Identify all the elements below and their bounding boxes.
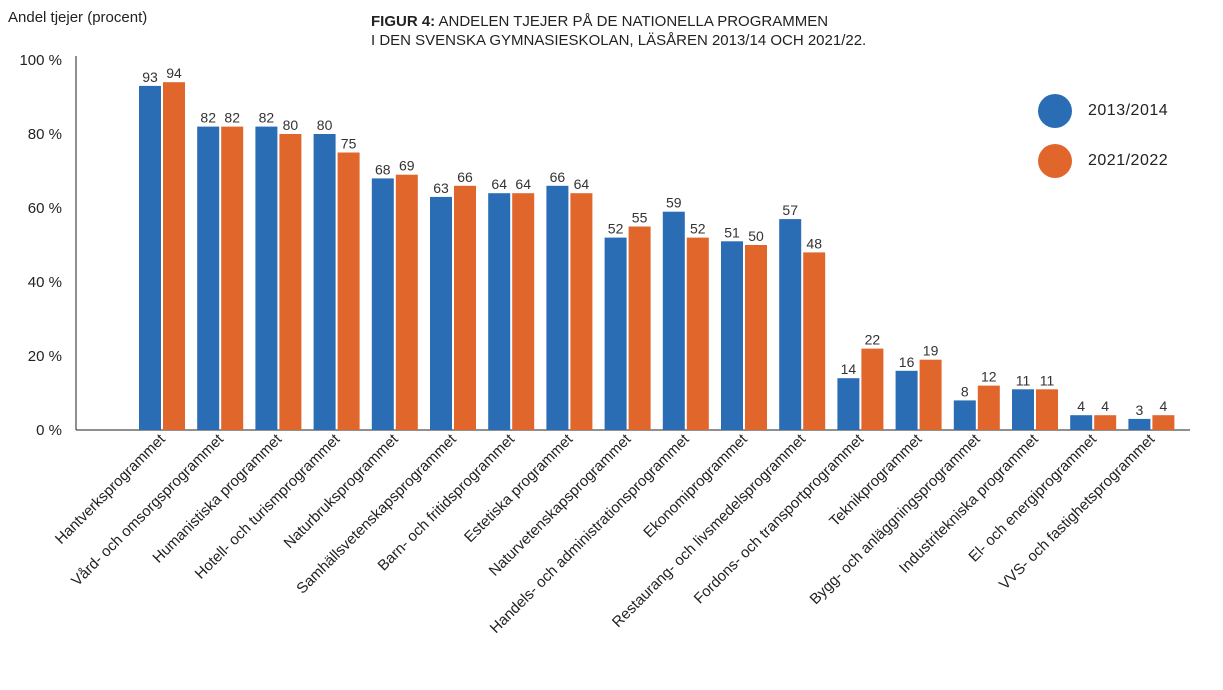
data-label: 48 (806, 235, 822, 251)
data-label: 82 (200, 110, 216, 126)
data-label: 66 (457, 169, 473, 185)
bar (163, 82, 185, 430)
data-label: 12 (981, 369, 997, 385)
bar (604, 237, 627, 430)
data-label: 50 (748, 228, 764, 244)
x-tick-label: Handels- och administrationsprogrammet (487, 430, 694, 637)
bar (1094, 415, 1117, 430)
legend-swatch-2013 (1038, 94, 1072, 128)
data-label: 75 (341, 136, 357, 152)
bar (337, 152, 360, 430)
y-tick-label: 40 % (28, 274, 62, 291)
bar (221, 126, 244, 430)
x-tick-label: Estetiska programmet (461, 430, 577, 546)
x-tick-label: Ekonomiprogrammet (640, 430, 751, 541)
bar (570, 193, 593, 430)
bar (197, 126, 220, 430)
bar (255, 126, 278, 430)
data-label: 4 (1077, 398, 1085, 414)
y-tick-label: 80 % (28, 126, 62, 143)
data-label: 11 (1040, 372, 1055, 388)
legend-item-2013: 2013/2014 (1038, 94, 1168, 128)
bar (662, 211, 685, 430)
data-label: 52 (608, 221, 624, 237)
x-tick-label: Hantverksprogrammet (52, 430, 170, 548)
bar (371, 178, 394, 430)
bar (1012, 389, 1034, 430)
chart-title-prefix: FIGUR 4: (371, 13, 436, 30)
data-label: 68 (375, 161, 391, 177)
bar (430, 196, 452, 430)
data-label: 4 (1101, 398, 1109, 414)
bar (686, 237, 709, 430)
bar (546, 185, 569, 430)
y-tick-label: 60 % (28, 200, 62, 217)
bar (861, 348, 884, 430)
data-label: 14 (841, 361, 857, 377)
data-label: 19 (923, 343, 939, 359)
bar (139, 85, 161, 431)
bar (919, 359, 942, 430)
data-label: 66 (550, 169, 566, 185)
data-label: 82 (259, 110, 275, 126)
chart-title-line2: I DEN SVENSKA GYMNASIESKOLAN, LÄSÅREN 20… (371, 32, 867, 49)
bar (779, 219, 802, 430)
data-label: 80 (317, 117, 333, 133)
legend-item-2021: 2021/2022 (1038, 144, 1168, 178)
data-label: 59 (666, 195, 682, 211)
y-tick-label: 0 % (36, 422, 62, 439)
data-label: 69 (399, 158, 415, 174)
bar (721, 241, 743, 430)
data-label: 11 (1016, 372, 1031, 388)
data-label: 4 (1160, 398, 1168, 414)
bar (745, 245, 767, 430)
bar (454, 185, 476, 430)
x-tick-label: Naturbruksprogrammet (281, 430, 403, 552)
data-label: 64 (491, 176, 507, 192)
bar (803, 252, 826, 430)
y-tick-label: 100 % (19, 52, 62, 69)
data-label: 57 (782, 202, 798, 218)
bar (488, 193, 511, 430)
data-label: 3 (1136, 402, 1144, 418)
data-label: 51 (724, 224, 740, 240)
data-label: 63 (433, 180, 449, 196)
y-tick-label: 20 % (28, 348, 62, 365)
bar (977, 385, 1000, 430)
bar (313, 134, 336, 430)
data-label: 82 (224, 110, 240, 126)
bar (837, 378, 860, 430)
data-label: 64 (515, 176, 531, 192)
data-label: 55 (632, 210, 648, 226)
bar (512, 193, 535, 430)
legend-label-2013: 2013/2014 (1088, 102, 1169, 119)
legend-swatch-2021 (1038, 144, 1072, 178)
bar (628, 226, 651, 430)
data-label: 94 (166, 65, 182, 81)
legend-label-2021: 2021/2022 (1088, 152, 1169, 169)
bar (1128, 418, 1151, 430)
bar (1036, 389, 1058, 430)
bar (1070, 415, 1093, 430)
chart-title-line1: ANDELEN TJEJER PÅ DE NATIONELLA PROGRAMM… (438, 13, 829, 30)
data-label: 93 (142, 69, 158, 85)
data-label: 16 (899, 354, 915, 370)
legend: 2013/2014 2021/2022 (1038, 94, 1168, 194)
data-label: 80 (283, 117, 299, 133)
bar (895, 370, 918, 430)
bar (395, 174, 418, 430)
chart-title: FIGUR 4: ANDELEN TJEJER PÅ DE NATIONELLA… (371, 12, 866, 50)
bar (279, 134, 302, 430)
data-label: 64 (574, 176, 590, 192)
y-axis-title: Andel tjejer (procent) (8, 9, 148, 26)
data-label: 52 (690, 221, 706, 237)
bar (953, 400, 976, 430)
data-label: 8 (961, 383, 969, 399)
bar (1152, 415, 1175, 430)
data-label: 22 (865, 332, 881, 348)
